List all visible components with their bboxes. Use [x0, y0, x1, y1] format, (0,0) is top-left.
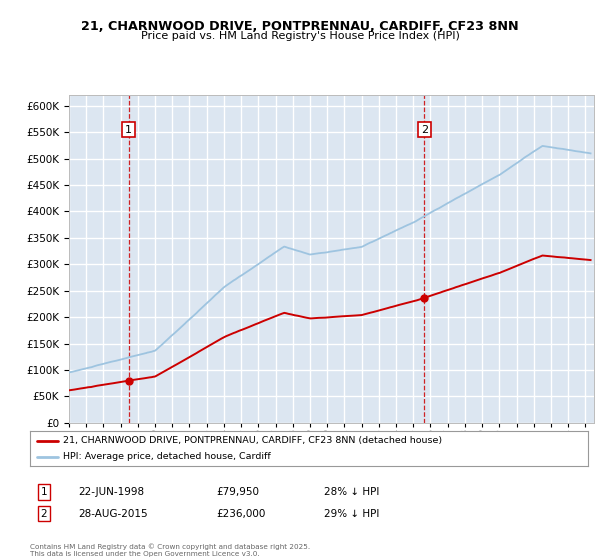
Text: 28% ↓ HPI: 28% ↓ HPI — [324, 487, 379, 497]
Text: 22-JUN-1998: 22-JUN-1998 — [78, 487, 144, 497]
Text: Contains HM Land Registry data © Crown copyright and database right 2025.
This d: Contains HM Land Registry data © Crown c… — [30, 544, 310, 557]
Text: £236,000: £236,000 — [216, 508, 265, 519]
Text: 29% ↓ HPI: 29% ↓ HPI — [324, 508, 379, 519]
Text: HPI: Average price, detached house, Cardiff: HPI: Average price, detached house, Card… — [64, 452, 271, 461]
Text: 1: 1 — [40, 487, 47, 497]
Text: Price paid vs. HM Land Registry's House Price Index (HPI): Price paid vs. HM Land Registry's House … — [140, 31, 460, 41]
Text: 28-AUG-2015: 28-AUG-2015 — [78, 508, 148, 519]
Text: 2: 2 — [421, 124, 428, 134]
Text: 2: 2 — [40, 508, 47, 519]
Text: 21, CHARNWOOD DRIVE, PONTPRENNAU, CARDIFF, CF23 8NN (detached house): 21, CHARNWOOD DRIVE, PONTPRENNAU, CARDIF… — [64, 436, 443, 445]
Text: 21, CHARNWOOD DRIVE, PONTPRENNAU, CARDIFF, CF23 8NN: 21, CHARNWOOD DRIVE, PONTPRENNAU, CARDIF… — [81, 20, 519, 32]
Text: £79,950: £79,950 — [216, 487, 259, 497]
Text: 1: 1 — [125, 124, 132, 134]
